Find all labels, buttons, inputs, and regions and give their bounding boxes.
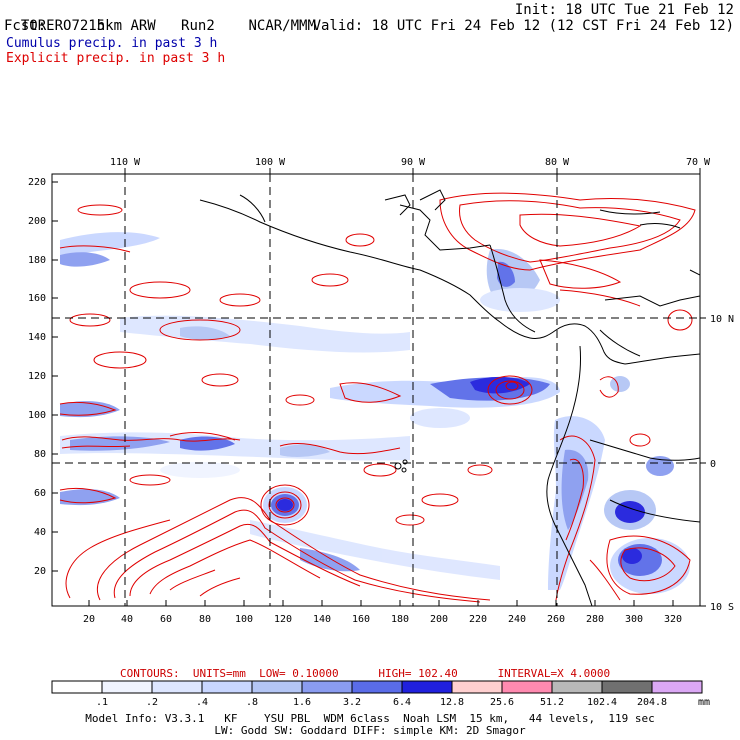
x-tick: 140	[313, 614, 331, 625]
colorbar-swatch	[351, 680, 403, 694]
forecast-hour: Fcst: 72 h	[4, 18, 105, 34]
colorbar-label: 12.8	[439, 697, 465, 708]
x-tick: 40	[121, 614, 133, 625]
x-tick: 200	[430, 614, 448, 625]
forecast-value: 72 h	[71, 18, 106, 34]
contour-label: CONTOURS:	[120, 667, 180, 680]
colorbar-label: .2	[145, 697, 159, 708]
y-tick: 20	[34, 566, 46, 577]
title-line: TORERO 15km ARW Run2 NCAR/MMM	[4, 2, 316, 34]
x-tick: 240	[508, 614, 526, 625]
model-info-line: Model Info: V3.3.1 KF YSU PBL WDM 6class…	[85, 712, 655, 725]
y-tick-labels: 220 200 180 160 140 120 100 80 60 40 20	[28, 177, 46, 577]
colorbar-label: .8	[245, 697, 259, 708]
lat-label-10s: 10 S	[710, 602, 734, 613]
x-tick: 100	[235, 614, 253, 625]
colorbar-label: .4	[195, 697, 209, 708]
colorbar-swatch	[101, 680, 153, 694]
colorbar-label: 51.2	[539, 697, 565, 708]
colorbar-swatch	[151, 680, 203, 694]
y-tick: 120	[28, 371, 46, 382]
colorbar-swatch	[551, 680, 603, 694]
colorbar-label: 1.6	[292, 697, 312, 708]
x-tick: 220	[469, 614, 487, 625]
colorbar	[51, 680, 703, 694]
forecast-label: Fcst:	[4, 18, 47, 34]
colorbar-swatch	[501, 680, 553, 694]
y-tick: 220	[28, 177, 46, 188]
y-tick: 140	[28, 332, 46, 343]
colorbar-swatch	[401, 680, 453, 694]
lon-label-80w: 80 W	[545, 157, 570, 168]
model-name: TORERO	[20, 18, 72, 34]
lon-label-90w: 90 W	[401, 157, 426, 168]
explicit-legend: Explicit precip. in past 3 h	[6, 51, 226, 66]
x-tick: 320	[664, 614, 682, 625]
colorbar-swatch	[251, 680, 303, 694]
y-tick: 40	[34, 527, 46, 538]
lon-label-110w: 110 W	[110, 157, 141, 168]
contour-interval: INTERVAL=X 4.0000	[497, 667, 611, 680]
contour-info: CONTOURS: UNITS=mm LOW= 0.10000 HIGH= 10…	[120, 667, 610, 680]
colorbar-unit: mm	[698, 697, 711, 708]
x-tick: 260	[547, 614, 565, 625]
x-tick: 20	[83, 614, 95, 625]
x-tick-labels: 20 40 60 80 100 120 140 160 180 200 220 …	[83, 614, 682, 625]
y-tick: 80	[34, 449, 46, 460]
lat-label-0: 0	[710, 459, 716, 470]
lat-labels: 10 N 0 10 S	[710, 314, 734, 613]
cumulus-legend: Cumulus precip. in past 3 h	[6, 36, 218, 51]
colorbar-swatch	[201, 680, 253, 694]
resolution-label: 15km ARW	[88, 18, 156, 34]
init-time: Init: 18 UTC Tue 21 Feb 12	[514, 2, 734, 18]
lon-label-100w: 100 W	[255, 157, 286, 168]
valid-time: Valid: 18 UTC Fri 24 Feb 12 (12 CST Fri …	[312, 18, 734, 34]
contour-low: LOW= 0.10000	[259, 667, 339, 680]
colorbar-swatch	[651, 680, 703, 694]
colorbar-label: 3.2	[342, 697, 362, 708]
lat-label-10n: 10 N	[710, 314, 734, 325]
coastlines	[199, 189, 700, 606]
org-label: NCAR/MMM	[248, 18, 316, 34]
x-tick: 180	[391, 614, 409, 625]
colorbar-label: 6.4	[392, 697, 412, 708]
colorbar-swatch	[601, 680, 653, 694]
x-tick: 120	[274, 614, 292, 625]
y-tick: 60	[34, 488, 46, 499]
explicit-precip-contours	[59, 192, 696, 603]
contour-high: HIGH= 102.40	[378, 667, 458, 680]
y-tick: 160	[28, 293, 46, 304]
contour-units: UNITS=mm	[192, 667, 246, 680]
colorbar-label: 204.8	[636, 697, 668, 708]
colorbar-swatch	[51, 680, 103, 694]
axis-ticks	[52, 168, 706, 607]
run-label: Run2	[181, 18, 215, 34]
y-tick: 200	[28, 216, 46, 227]
colorbar-swatch	[451, 680, 503, 694]
x-tick: 60	[160, 614, 172, 625]
graticule	[52, 174, 700, 606]
lon-label-70w: 70 W	[686, 157, 711, 168]
colorbar-label: 25.6	[489, 697, 515, 708]
x-tick: 160	[352, 614, 370, 625]
x-tick: 300	[625, 614, 643, 625]
colorbar-swatch	[301, 680, 353, 694]
lon-labels: 110 W 100 W 90 W 80 W 70 W	[110, 157, 711, 168]
model-physics-line: LW: Godd SW: Goddard DIFF: simple KM: 2D…	[214, 724, 526, 737]
y-tick: 100	[28, 410, 46, 421]
x-tick: 280	[586, 614, 604, 625]
x-tick: 80	[199, 614, 211, 625]
y-tick: 180	[28, 255, 46, 266]
colorbar-label: 102.4	[586, 697, 618, 708]
colorbar-label: .1	[95, 697, 109, 708]
